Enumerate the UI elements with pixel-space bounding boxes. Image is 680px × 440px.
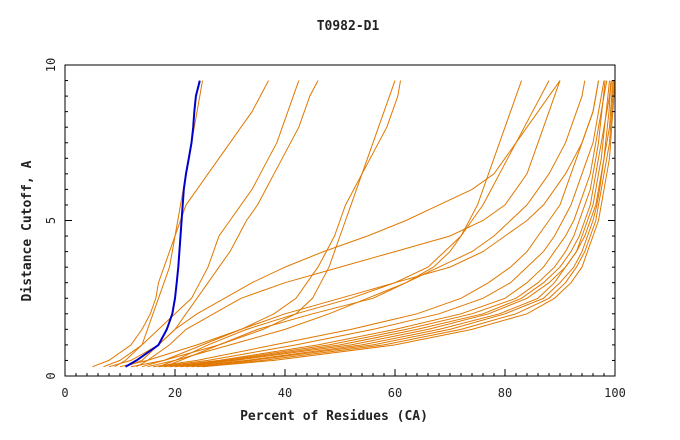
x-tick-label: 100 — [604, 386, 626, 400]
model-line-4 — [125, 80, 561, 368]
model-line-9 — [174, 80, 612, 368]
x-tick-label: 20 — [168, 386, 182, 400]
model-line-17 — [114, 80, 203, 368]
plot-lines — [92, 80, 615, 368]
x-tick-label: 80 — [498, 386, 512, 400]
chart-title: T0982-D1 — [317, 19, 380, 34]
model-line-6 — [152, 80, 599, 368]
model-line-19 — [103, 80, 300, 368]
x-axis-label: Percent of Residues (CA) — [240, 409, 428, 424]
y-tick-label: 0 — [44, 372, 58, 379]
y-tick-label: 5 — [44, 217, 58, 224]
model-line-3 — [136, 80, 561, 368]
model-line-14 — [180, 80, 610, 368]
model-line-22 — [130, 80, 396, 368]
y-tick-label: 10 — [44, 58, 58, 72]
model-line-13 — [169, 80, 606, 368]
model-line-1 — [163, 80, 522, 368]
model-line-16 — [141, 80, 599, 368]
model-line-15 — [191, 80, 612, 368]
model-line-10 — [185, 80, 613, 368]
y-axis-label: Distance Cutoff, A — [20, 160, 35, 301]
model-line-21 — [119, 80, 401, 368]
x-tick-label: 40 — [278, 386, 292, 400]
model-line-5 — [147, 80, 586, 368]
highlight-line — [125, 80, 201, 368]
model-line-18 — [92, 80, 269, 368]
model-line-8 — [163, 80, 608, 368]
model-line-12 — [202, 80, 615, 368]
x-tick-label: 0 — [61, 386, 68, 400]
model-line-7 — [158, 80, 605, 368]
model-line-11 — [196, 80, 614, 368]
x-tick-label: 60 — [388, 386, 402, 400]
model-line-20 — [108, 80, 319, 368]
axes: 0 20 40 60 80 100 0 5 10 — [44, 58, 626, 400]
